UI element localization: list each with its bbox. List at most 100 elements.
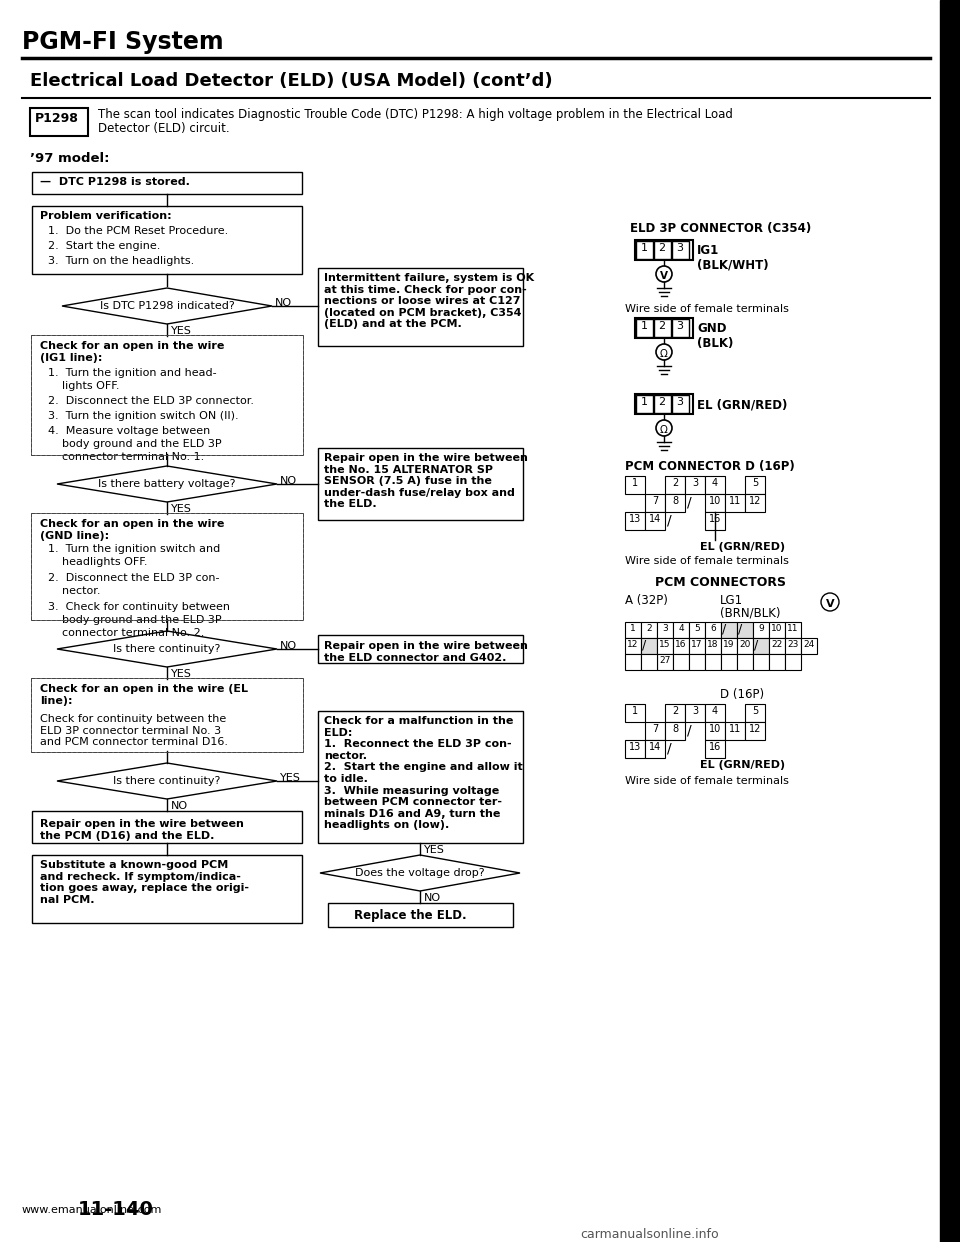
Text: 10: 10: [708, 496, 721, 505]
FancyBboxPatch shape: [32, 206, 302, 274]
Text: Wire side of female terminals: Wire side of female terminals: [625, 556, 789, 566]
Text: lights OFF.: lights OFF.: [48, 381, 119, 391]
Text: 2: 2: [659, 320, 665, 332]
FancyBboxPatch shape: [705, 512, 725, 530]
FancyBboxPatch shape: [657, 622, 673, 638]
FancyBboxPatch shape: [635, 394, 693, 414]
Text: 7: 7: [652, 496, 659, 505]
Text: 16: 16: [675, 640, 686, 650]
Text: 12: 12: [749, 724, 761, 734]
Text: 27: 27: [660, 656, 671, 664]
FancyBboxPatch shape: [801, 638, 817, 655]
FancyBboxPatch shape: [737, 622, 753, 638]
FancyBboxPatch shape: [673, 622, 689, 638]
Text: Check for an open in the wire
(IG1 line):: Check for an open in the wire (IG1 line)…: [40, 342, 225, 363]
FancyBboxPatch shape: [645, 494, 665, 512]
Text: P1298: P1298: [35, 112, 79, 125]
Text: Wire side of female terminals: Wire side of female terminals: [625, 304, 789, 314]
FancyBboxPatch shape: [641, 655, 657, 669]
FancyBboxPatch shape: [318, 635, 523, 663]
Text: 3: 3: [677, 243, 684, 253]
Text: NO: NO: [424, 893, 442, 903]
Text: A (32P): A (32P): [625, 594, 668, 607]
Text: 8: 8: [672, 724, 678, 734]
FancyBboxPatch shape: [641, 638, 657, 655]
FancyBboxPatch shape: [672, 241, 689, 260]
Text: 4.  Measure voltage between: 4. Measure voltage between: [48, 426, 210, 436]
Polygon shape: [320, 854, 520, 891]
FancyBboxPatch shape: [625, 740, 645, 758]
Text: 2: 2: [659, 397, 665, 407]
Text: IG1
(BLK/WHT): IG1 (BLK/WHT): [697, 243, 769, 272]
FancyBboxPatch shape: [673, 638, 689, 655]
FancyBboxPatch shape: [318, 268, 523, 347]
FancyBboxPatch shape: [745, 704, 765, 722]
Text: 3.  Turn on the headlights.: 3. Turn on the headlights.: [48, 256, 194, 266]
FancyBboxPatch shape: [657, 655, 673, 669]
FancyBboxPatch shape: [705, 494, 725, 512]
Text: YES: YES: [280, 773, 300, 782]
FancyBboxPatch shape: [654, 319, 671, 337]
FancyBboxPatch shape: [685, 704, 705, 722]
FancyBboxPatch shape: [785, 655, 801, 669]
FancyBboxPatch shape: [753, 622, 769, 638]
Text: body ground and the ELD 3P: body ground and the ELD 3P: [48, 438, 222, 450]
FancyBboxPatch shape: [940, 0, 960, 1242]
FancyBboxPatch shape: [654, 395, 671, 414]
Text: D (16P): D (16P): [720, 688, 764, 700]
FancyBboxPatch shape: [705, 476, 725, 494]
Text: 5: 5: [752, 705, 758, 715]
FancyBboxPatch shape: [665, 704, 685, 722]
Text: 3: 3: [692, 705, 698, 715]
Text: carmanualsonline.info: carmanualsonline.info: [580, 1228, 719, 1241]
Text: 1.  Do the PCM Reset Procedure.: 1. Do the PCM Reset Procedure.: [48, 226, 228, 236]
Text: 11: 11: [787, 623, 799, 633]
FancyBboxPatch shape: [318, 710, 523, 843]
Text: PCM CONNECTORS: PCM CONNECTORS: [655, 576, 786, 589]
FancyBboxPatch shape: [625, 622, 641, 638]
FancyBboxPatch shape: [636, 319, 653, 337]
Text: Check for an open in the wire
(GND line):: Check for an open in the wire (GND line)…: [40, 519, 225, 540]
Text: 5: 5: [694, 623, 700, 633]
Text: 17: 17: [691, 640, 703, 650]
Text: 3.  Turn the ignition switch ON (II).: 3. Turn the ignition switch ON (II).: [48, 411, 239, 421]
FancyBboxPatch shape: [636, 241, 653, 260]
FancyBboxPatch shape: [689, 622, 705, 638]
Text: 14: 14: [649, 741, 661, 751]
Text: NO: NO: [280, 476, 298, 486]
Text: headlights OFF.: headlights OFF.: [48, 556, 148, 568]
Text: YES: YES: [171, 325, 192, 337]
FancyBboxPatch shape: [635, 318, 693, 338]
FancyBboxPatch shape: [665, 494, 685, 512]
Text: NO: NO: [171, 801, 188, 811]
Text: 13: 13: [629, 514, 641, 524]
Text: nector.: nector.: [48, 586, 101, 596]
Text: 1: 1: [630, 623, 636, 633]
Text: PCM CONNECTOR D (16P): PCM CONNECTOR D (16P): [625, 460, 795, 473]
Text: 16: 16: [708, 741, 721, 751]
Text: 20: 20: [739, 640, 751, 650]
Text: connector terminal No. 2.: connector terminal No. 2.: [48, 628, 204, 638]
Text: /: /: [667, 513, 672, 527]
FancyBboxPatch shape: [635, 240, 693, 260]
FancyBboxPatch shape: [32, 854, 302, 923]
Text: 6: 6: [710, 623, 716, 633]
FancyBboxPatch shape: [705, 655, 721, 669]
FancyBboxPatch shape: [31, 678, 303, 751]
FancyBboxPatch shape: [32, 337, 302, 455]
Text: 1: 1: [640, 397, 647, 407]
FancyBboxPatch shape: [721, 638, 737, 655]
Circle shape: [656, 420, 672, 436]
Text: Ω: Ω: [660, 425, 668, 435]
Text: Does the voltage drop?: Does the voltage drop?: [355, 868, 485, 878]
Text: 10: 10: [771, 623, 782, 633]
Text: V: V: [826, 599, 834, 609]
FancyBboxPatch shape: [705, 704, 725, 722]
Text: 4: 4: [712, 478, 718, 488]
Text: The scan tool indicates Diagnostic Trouble Code (DTC) P1298: A high voltage prob: The scan tool indicates Diagnostic Troub…: [98, 108, 732, 120]
Text: Repair open in the wire between
the No. 15 ALTERNATOR SP
SENSOR (7.5 A) fuse in : Repair open in the wire between the No. …: [324, 453, 528, 509]
FancyBboxPatch shape: [30, 108, 88, 137]
Text: /: /: [642, 638, 646, 652]
Text: 24: 24: [804, 640, 815, 650]
FancyBboxPatch shape: [31, 335, 303, 455]
